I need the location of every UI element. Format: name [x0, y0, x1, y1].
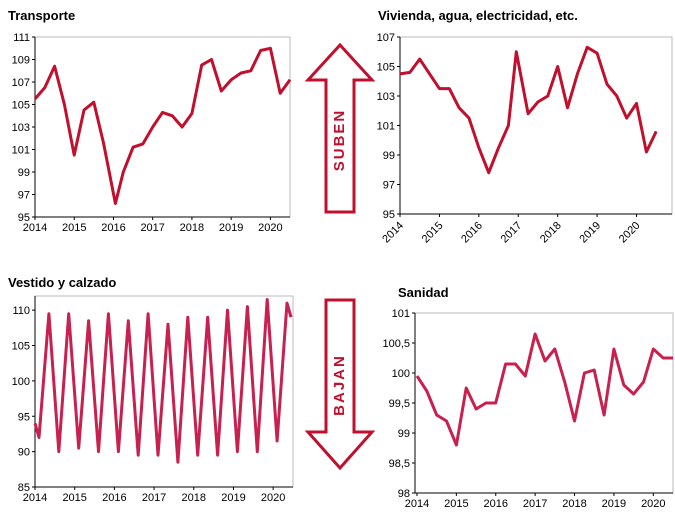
- x-tick-label: 2016: [459, 220, 485, 246]
- y-tick-label: 103: [377, 91, 395, 103]
- x-tick-label: 2019: [219, 222, 243, 234]
- y-tick-label: 100: [12, 376, 30, 388]
- x-tick-label: 2019: [577, 220, 603, 246]
- y-tick-label: 107: [12, 77, 30, 89]
- x-tick-label: 2015: [62, 222, 86, 234]
- x-tick-label: 2018: [182, 492, 206, 504]
- arrow-label: SUBEN: [331, 109, 348, 172]
- up-arrow: SUBEN: [304, 42, 376, 214]
- chart-title: Vestido y calzado: [8, 275, 116, 290]
- y-tick-label: 95: [18, 212, 30, 224]
- y-tick-label: 105: [12, 100, 30, 112]
- chart-title: Sanidad: [398, 285, 449, 300]
- x-tick-label: 2020: [617, 220, 643, 246]
- x-tick-label: 2015: [420, 220, 446, 246]
- y-tick-label: 109: [12, 55, 30, 67]
- y-tick-label: 95: [383, 209, 395, 221]
- y-tick-label: 100,5: [382, 338, 410, 350]
- y-tick-label: 85: [18, 482, 30, 494]
- y-tick-label: 99: [398, 428, 410, 440]
- y-tick-label: 111: [13, 32, 30, 44]
- x-tick-label: 2020: [261, 492, 285, 504]
- x-tick-label: 2017: [499, 220, 525, 246]
- x-tick-label: 2016: [484, 498, 508, 510]
- y-tick-label: 101: [392, 308, 410, 320]
- data-line: [399, 45, 658, 175]
- chart-title: Transporte: [8, 8, 75, 23]
- data-line: [33, 298, 293, 464]
- x-tick-label: 2015: [62, 492, 86, 504]
- y-tick-label: 99,5: [389, 398, 410, 410]
- y-tick-label: 90: [18, 447, 30, 459]
- x-tick-label: 2014: [405, 498, 429, 510]
- x-tick-label: 2020: [641, 498, 665, 510]
- x-tick-label: 2019: [221, 492, 245, 504]
- plot-frame: [414, 312, 674, 494]
- chart: Vestido y calzado 85 90 95 100 105 110 2014 2015…: [8, 275, 294, 504]
- y-tick-label: 95: [18, 411, 30, 423]
- plot-frame: [399, 36, 673, 215]
- y-tick-label: 110: [12, 305, 30, 317]
- y-tick-label: 101: [12, 145, 30, 157]
- arrow-shape: [304, 42, 376, 214]
- x-tick-label: 2017: [142, 492, 166, 504]
- y-tick-label: 105: [12, 341, 30, 353]
- x-tick-label: 2016: [101, 222, 125, 234]
- y-tick-label: 100: [392, 368, 410, 380]
- x-tick-label: 2014: [23, 222, 47, 234]
- x-tick-label: 2017: [523, 498, 547, 510]
- y-tick-label: 99: [383, 150, 395, 162]
- chart: Vivienda, agua, electricidad, etc. 95 97 99…: [377, 8, 673, 246]
- chart: Transporte 95 97 99 101 103 105 107 109 111 2014 20…: [8, 8, 292, 234]
- y-tick-label: 107: [377, 32, 395, 44]
- arrow-label: BAJAN: [331, 354, 348, 416]
- y-tick-label: 105: [377, 62, 395, 74]
- x-tick-label: 2014: [380, 220, 406, 246]
- x-tick-label: 2019: [602, 498, 626, 510]
- chart-title: Vivienda, agua, electricidad, etc.: [378, 8, 578, 23]
- data-line: [33, 46, 292, 205]
- x-tick-label: 2018: [538, 220, 564, 246]
- y-tick-label: 99: [18, 167, 30, 179]
- y-tick-label: 97: [383, 180, 395, 192]
- x-tick-label: 2018: [562, 498, 586, 510]
- chart: Sanidad 98 98,5 99 99,5 100 100,5 101 2014 2015 20…: [382, 285, 674, 510]
- y-tick-label: 101: [377, 121, 395, 133]
- y-tick-label: 97: [18, 190, 30, 202]
- data-line: [415, 332, 673, 447]
- y-tick-label: 98: [398, 488, 410, 500]
- x-tick-label: 2020: [258, 222, 282, 234]
- y-tick-label: 98,5: [389, 458, 410, 470]
- x-tick-label: 2017: [140, 222, 164, 234]
- x-tick-label: 2016: [102, 492, 126, 504]
- x-tick-label: 2015: [444, 498, 468, 510]
- x-tick-label: 2014: [23, 492, 47, 504]
- arrow-shape: [304, 298, 376, 471]
- y-tick-label: 103: [12, 122, 30, 134]
- x-tick-label: 2018: [180, 222, 204, 234]
- down-arrow: BAJAN: [304, 298, 376, 471]
- plot-frame: [34, 36, 291, 218]
